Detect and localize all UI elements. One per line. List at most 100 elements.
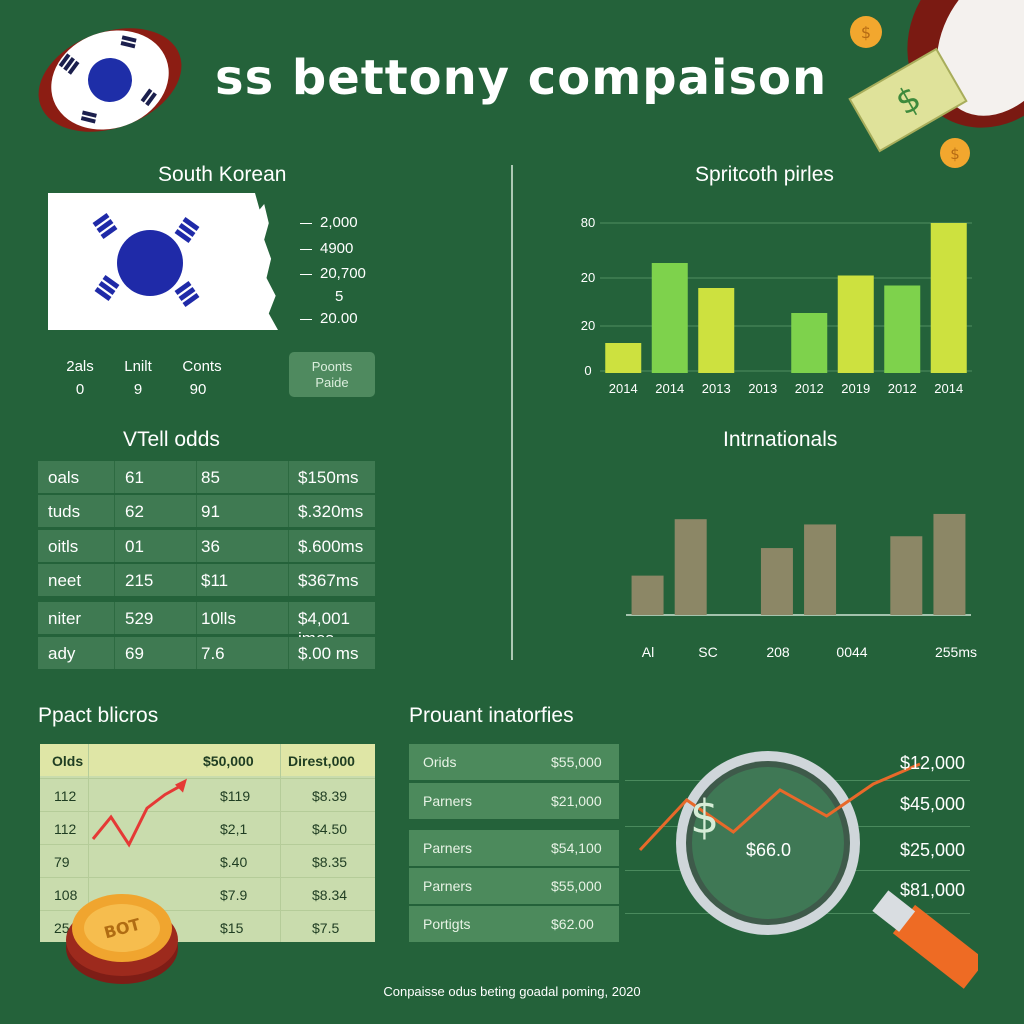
table-cell: niter [48,609,82,628]
table-row: ady 69 7.6 $.00 ms [38,637,375,669]
table-cell: 36 [201,537,220,556]
column-separator [196,602,197,634]
points-button-line2: Paide [315,374,349,390]
svg-text:$: $ [950,145,960,163]
table-row: neet 215 $11 $367ms [38,564,375,596]
arrow-head [175,778,187,793]
bar [884,285,921,373]
list-item-label: Parners [423,840,473,856]
x-tick-label: SC [698,644,717,660]
header-cell: Olds [52,753,84,769]
korea-figure: 5 [335,288,344,305]
table-cell: 01 [125,537,144,556]
table-row: 112 $2,1 $4.50 [40,811,375,845]
list-item-value: $21,000 [551,793,602,809]
korea-flag [48,193,278,330]
list-item-label: Parners [423,793,473,809]
stat-label: 2als [66,358,94,375]
column-separator [196,564,197,596]
odds-heading: VTell odds [123,428,220,451]
korea-figure: 2,000 [300,214,358,231]
bar [930,223,967,373]
magnifier-icon [676,751,978,989]
table-cell: $11 [201,571,229,590]
table-cell: $15 [220,920,244,936]
table-cell: $.320ms [298,502,364,521]
table-cell: 69 [125,644,144,663]
x-tick-label: 2013 [702,381,731,396]
internationals-heading: Intrnationals [723,428,838,451]
table-cell: 108 [54,887,78,903]
table-cell: 7.6 [201,644,225,663]
y-tick-label: 0 [584,363,591,378]
bar [605,343,642,373]
list-item-value: $55,000 [551,754,602,770]
stat-label: Conts [182,358,222,375]
korea-heading: South Korean [158,163,287,186]
bar [651,263,688,373]
points-button-line1: Poonts [311,358,353,374]
money-bill-icon: $ [848,47,968,153]
column-separator [288,495,289,527]
svg-text:$: $ [861,23,871,42]
table-row: oitls 01 36 $.600ms [38,530,375,562]
trend-line-chart [638,762,921,852]
bar [760,548,793,615]
football-icon [38,28,182,132]
trend-line-chart [91,778,187,848]
list-item: Portigts $62.00 [409,906,619,942]
table-cell: $7.9 [220,887,248,903]
table-cell: $119 [220,788,251,804]
magnifier-value: $45,000 [900,794,966,814]
table-cell: 85 [201,468,220,487]
x-tick-label: 2014 [609,381,638,396]
table-cell: 10lls [201,609,236,628]
stat-value: 90 [189,381,207,398]
table-cell: 215 [125,571,154,590]
coin-icon: $ [940,138,970,168]
bar [791,313,828,373]
table-cell: ady [48,644,76,663]
table-cell: 112 [54,821,77,837]
header-cell: Direst,000 [288,753,355,769]
product-heading: Ppact blicros [38,704,159,727]
list-item-label: Portigts [423,916,471,932]
table-cell: 112 [54,788,77,804]
magnifier-center-value: $66.0 [746,840,792,860]
product-table: Olds $50,000 Direst,000 112 $119 $8.39 112 $… [40,744,375,942]
dollar-icon: $ [690,790,720,844]
points-button[interactable]: Poonts Paide [289,352,375,397]
table-cell: oals [48,468,80,487]
page-title: ss bettony compaison [215,50,828,106]
list-item-value: $54,100 [551,840,602,856]
bar [933,513,966,615]
x-tick-label: 255ms [935,644,977,660]
x-tick-label: 2019 [841,381,870,396]
x-tick-label: 2014 [934,381,963,396]
list-item: Orids $55,000 [409,744,619,780]
bar [674,519,707,615]
table-cell: $.40 [220,854,248,870]
list-item: Parners $21,000 [409,783,619,819]
korea-figure: 20.00 [300,310,358,327]
table-row: oals 61 85 $150ms [38,461,375,493]
list-item: Parners $54,100 [409,830,619,866]
x-tick-label: 0044 [836,644,867,660]
column-separator [114,461,115,493]
poker-chip-icon: BOT [66,894,178,984]
table-cell: oitls [48,537,79,556]
list-item: Parners $55,000 [409,868,619,904]
stat-value: 9 [133,381,143,398]
magnifier-value: $12,000 [900,753,966,773]
column-separator [114,495,115,527]
internationals-bar-chart: Al SC 208 0044 255ms [626,513,977,660]
table-header: Olds $50,000 Direst,000 [40,744,375,776]
magnifier-value: $25,000 [900,840,966,860]
column-separator [196,530,197,562]
table-cell: 62 [125,502,144,521]
korea-figure: 4900 [300,240,353,257]
table-row: 112 $119 $8.39 [40,778,375,812]
table-row: 108 $7.9 $8.34 [40,877,375,911]
table-cell: $.00 ms [298,644,359,663]
